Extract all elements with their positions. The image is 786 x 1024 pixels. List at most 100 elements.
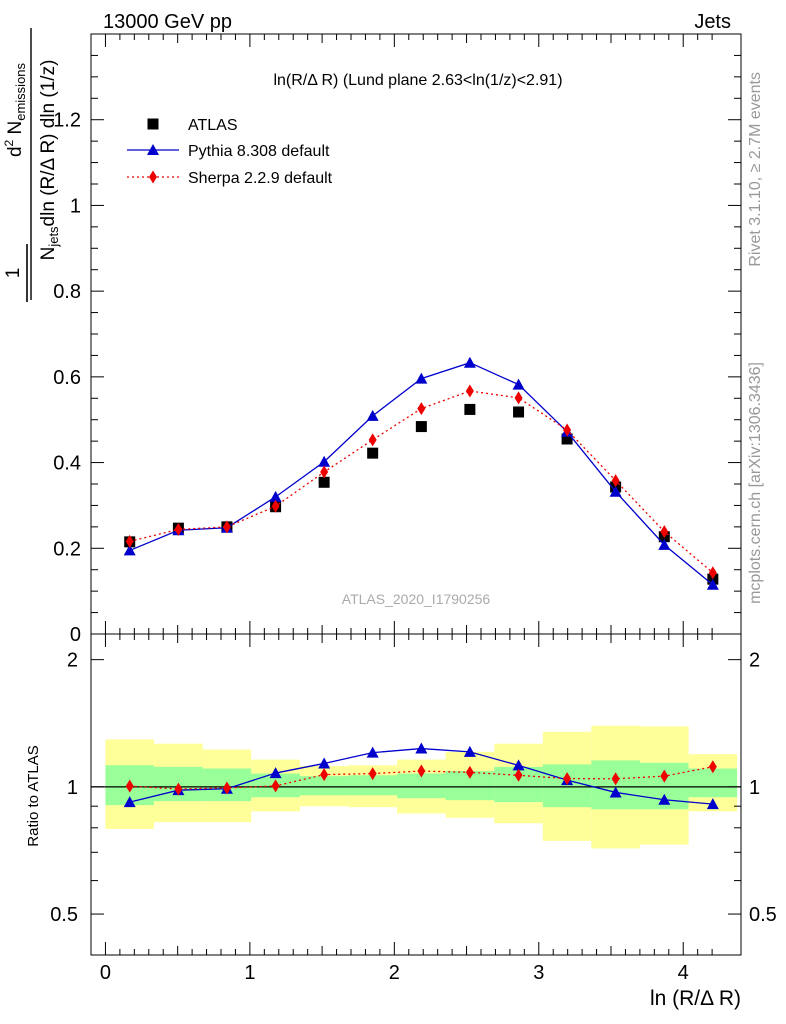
ratio-diamond-point xyxy=(708,760,717,774)
ratio-triangle-point xyxy=(366,746,379,758)
main-y-tick-label: 1 xyxy=(70,195,81,217)
square-data-point xyxy=(561,433,573,445)
ratio-triangle-point xyxy=(512,759,525,771)
diamond-data-point xyxy=(271,499,280,513)
triangle-data-point xyxy=(658,538,671,550)
main-y-tick-label: 0 xyxy=(70,624,81,646)
ratio-diamond-point xyxy=(465,765,474,779)
ratio-diamond-point xyxy=(514,768,523,782)
ratio-y-axis-label: Ratio to ATLAS xyxy=(25,745,42,846)
svg-text:Njetsdln (R/Δ R) dln (1/z): Njetsdln (R/Δ R) dln (1/z) xyxy=(38,60,61,261)
square-data-point xyxy=(464,403,476,415)
chart-labels: 13000 GeV pp Jets Rivet 3.1.10, ≥ 2.7M e… xyxy=(2,11,764,1010)
svg-text:d2 Nemissions: d2 Nemissions xyxy=(2,62,28,157)
diamond-data-point xyxy=(368,433,377,447)
ratio-triangle-point xyxy=(269,767,282,779)
ratio-diamond-point xyxy=(611,772,620,786)
svg-text:1: 1 xyxy=(3,268,24,279)
ratio-y-tick-label-left: 0.5 xyxy=(50,904,78,926)
triangle-data-point xyxy=(366,409,379,421)
diamond-data-point xyxy=(174,522,183,536)
square-data-point xyxy=(367,447,379,459)
ratio-y-tick-label-right: 2 xyxy=(749,650,760,672)
main-y-tick-label: 0.4 xyxy=(53,453,81,475)
inner-band-bin xyxy=(299,776,349,796)
series-sherpa xyxy=(125,384,717,580)
diamond-data-point xyxy=(611,474,620,488)
inner-band-bin xyxy=(542,764,592,808)
ratio-diamond-point xyxy=(174,782,183,796)
triangle-data-point xyxy=(269,490,282,502)
main-chart-title: ln(R/Δ R) (Lund plane 2.63<ln(1/z)<2.91) xyxy=(273,72,562,89)
series-line xyxy=(129,362,714,586)
legend-label: Sherpa 2.2.9 default xyxy=(188,170,333,187)
ratio-diamond-point xyxy=(660,769,669,783)
square-data-point xyxy=(415,421,427,433)
diamond-data-point xyxy=(465,384,474,398)
diamond-data-point xyxy=(320,465,329,479)
square-data-point xyxy=(318,476,330,488)
mcplots-label: mcplots.cern.ch [arXiv:1306.3436] xyxy=(747,362,764,604)
square-data-point xyxy=(513,406,525,418)
ratio-diamond-point xyxy=(320,768,329,782)
triangle-data-point xyxy=(415,372,428,384)
ratio-diamond-point xyxy=(271,779,280,793)
diamond-data-point xyxy=(125,534,134,548)
legend: ATLAS Pythia 8.308 default Sherpa 2.2.9 de… xyxy=(127,117,333,187)
rivet-label: Rivet 3.1.10, ≥ 2.7M events xyxy=(747,72,764,267)
series-pythia xyxy=(123,356,719,590)
ratio-y-tick-label-left: 2 xyxy=(67,650,78,672)
ratio-triangle-point xyxy=(415,742,428,754)
ratio-y-tick-label-right: 1 xyxy=(749,777,760,799)
ratio-diamond-point xyxy=(563,772,572,786)
triangle-data-point xyxy=(463,356,476,368)
legend-label: Pythia 8.308 default xyxy=(188,143,330,160)
ratio-x-ticks: 0 1 2 3 4 xyxy=(100,634,713,984)
ratio-triangle-point xyxy=(123,796,136,808)
ratio-plot-frame xyxy=(90,633,742,956)
ratio-diamond-point xyxy=(368,767,377,781)
main-y-tick-label: 0.2 xyxy=(53,538,81,560)
diamond-data-point xyxy=(563,423,572,437)
watermark-label: ATLAS_2020_I1790256 xyxy=(342,591,491,607)
triangle-data-point xyxy=(609,485,622,497)
x-axis-label: ln (R/Δ R) xyxy=(650,987,741,1010)
inner-band-bin xyxy=(688,768,738,798)
main-panel: 0 0.2 0.4 0.6 0.8 1 1.2 ATLAS Pythia 8.308 defau… xyxy=(53,33,742,646)
diamond-data-point xyxy=(660,525,669,539)
inner-band-bin xyxy=(397,773,446,799)
legend-label: ATLAS xyxy=(188,117,238,134)
x-tick-label: 4 xyxy=(678,962,689,984)
header-left: 13000 GeV pp xyxy=(103,11,232,33)
legend-marker xyxy=(147,118,159,130)
triangle-data-point xyxy=(706,578,719,590)
legend-marker xyxy=(149,170,157,184)
triangle-data-point xyxy=(318,455,331,467)
main-y-tick-label: 0.8 xyxy=(53,281,81,303)
ratio-triangle-point xyxy=(706,798,719,810)
ratio-y-tick-label-right: 0.5 xyxy=(749,904,777,926)
ratio-y-tick-label-left: 1 xyxy=(67,777,78,799)
ratio-y-ticks: 0.5 0.5 1 1 2 2 xyxy=(50,650,777,956)
ratio-series-sherpa xyxy=(125,760,717,796)
x-tick-label: 2 xyxy=(389,962,400,984)
ratio-triangle-point xyxy=(463,745,476,757)
ratio-diamond-point xyxy=(222,781,231,795)
ratio-triangle-point xyxy=(318,757,331,769)
main-y-tick-label: 1.2 xyxy=(53,110,81,132)
x-tick-label: 3 xyxy=(533,962,544,984)
series-line xyxy=(129,390,714,574)
x-tick-label: 0 xyxy=(100,962,111,984)
diamond-data-point xyxy=(514,391,523,405)
diamond-data-point xyxy=(222,520,231,534)
ratio-diamond-point xyxy=(417,764,426,778)
triangle-data-point xyxy=(123,544,136,556)
ratio-panel: 0.5 0.5 1 1 2 2 0 1 2 3 4 xyxy=(50,633,777,984)
main-y-tick-label: 0.6 xyxy=(53,367,81,389)
ratio-triangle-point xyxy=(609,786,622,798)
x-tick-label: 1 xyxy=(244,962,255,984)
diamond-data-point xyxy=(417,402,426,416)
ratio-triangle-point xyxy=(658,793,671,805)
header-right: Jets xyxy=(694,11,731,33)
